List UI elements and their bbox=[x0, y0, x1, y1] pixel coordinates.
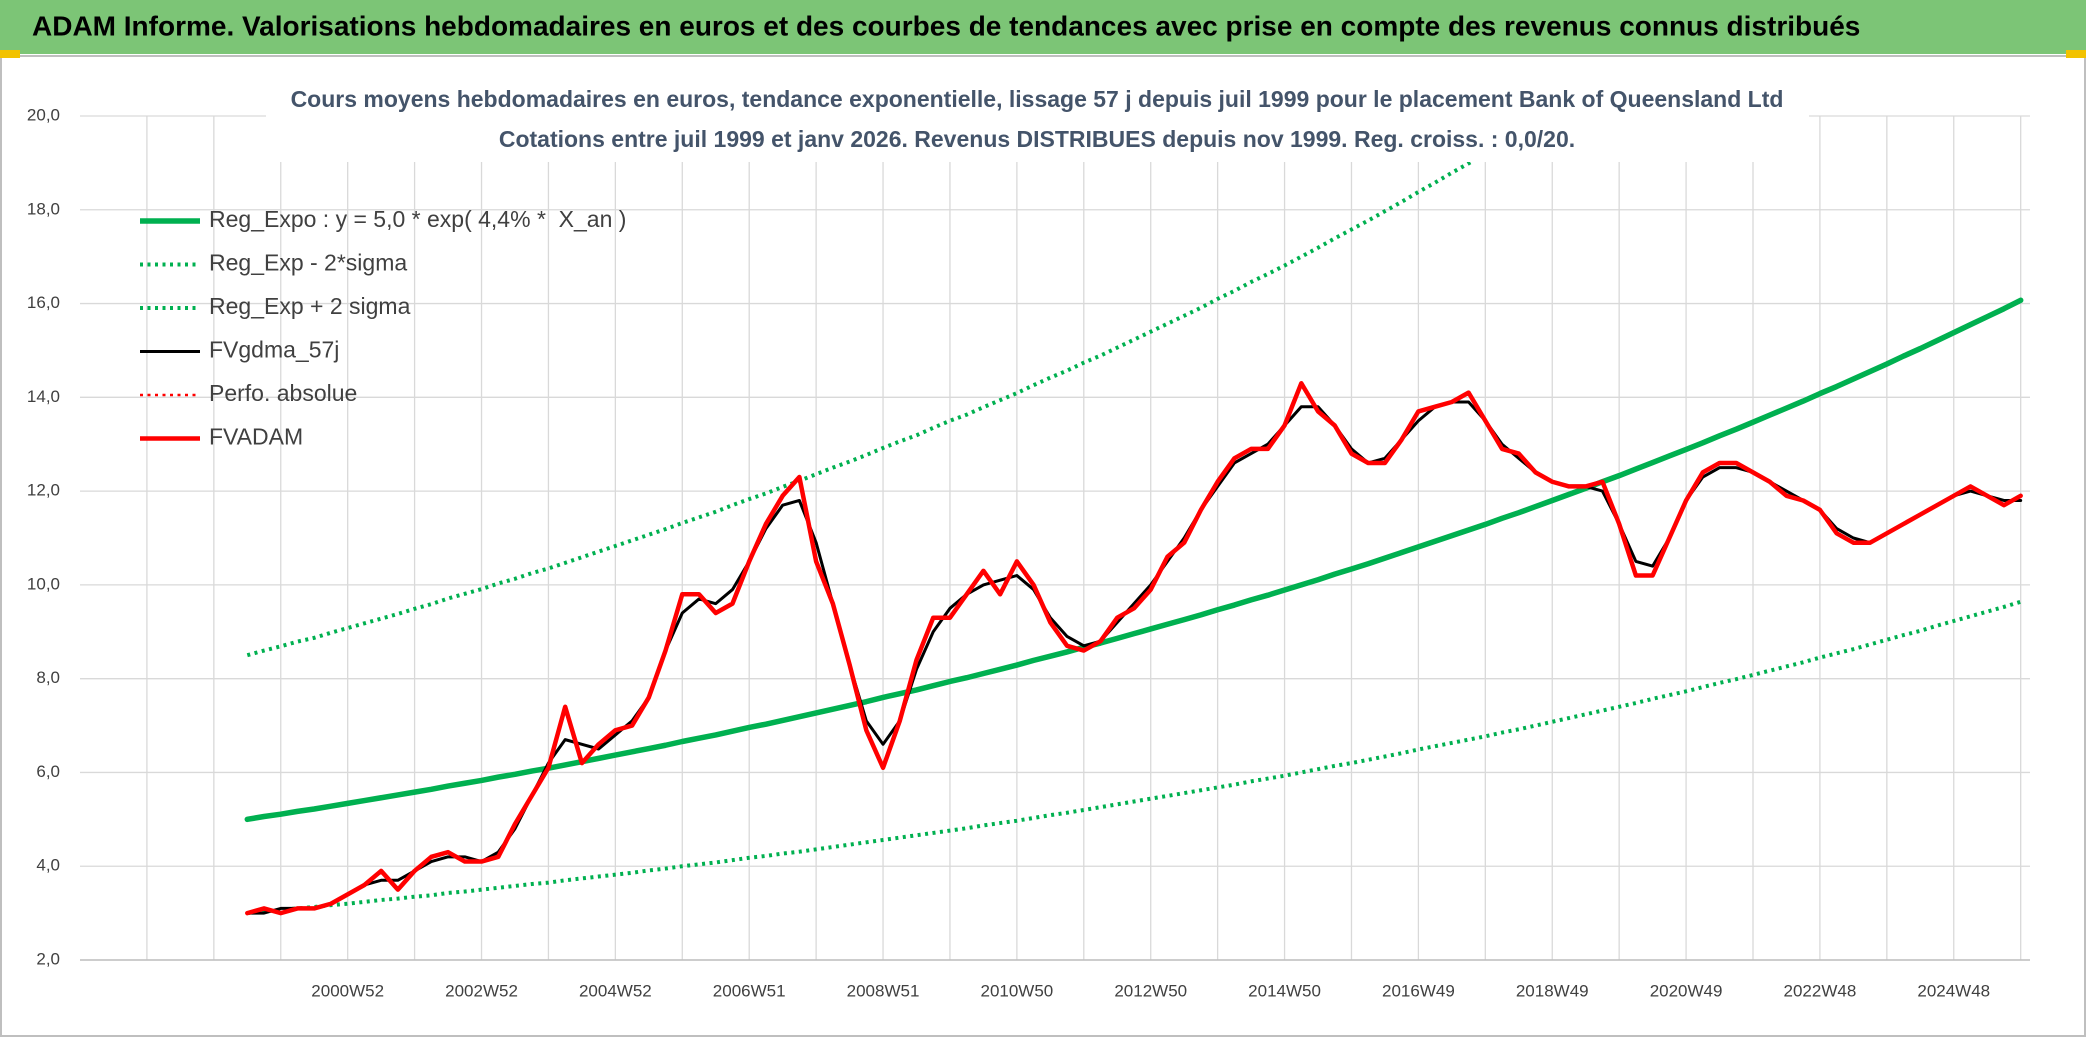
x-tick-label: 2016W49 bbox=[1382, 981, 1455, 1000]
x-tick-label: 2006W51 bbox=[713, 981, 786, 1000]
x-tick-label: 2020W49 bbox=[1650, 981, 1723, 1000]
x-tick-label: 2000W52 bbox=[311, 981, 384, 1000]
chart-subtitle: Cours moyens hebdomadaires en euros, ten… bbox=[291, 86, 1784, 112]
series-line bbox=[247, 599, 2022, 916]
x-tick-label: 2018W49 bbox=[1516, 981, 1589, 1000]
header-band bbox=[0, 0, 2086, 54]
chart-subtitle: Cotations entre juil 1999 et janv 2026. … bbox=[499, 126, 1575, 152]
x-tick-label: 2022W48 bbox=[1784, 981, 1857, 1000]
axes: 2,0 4,0 6,0 8,0 10,0 12,0 14,0 16,0 18,0 20,0 2000… bbox=[27, 105, 2030, 1000]
series-line bbox=[244, 297, 2024, 823]
subtitle-box bbox=[266, 80, 1809, 162]
x-tick-label: 2012W50 bbox=[1114, 981, 1187, 1000]
y-tick-label: 2,0 bbox=[36, 949, 60, 968]
legend-label: Reg_Exp + 2 sigma bbox=[209, 293, 411, 319]
y-tick-label: 16,0 bbox=[27, 293, 60, 312]
y-tick-label: 8,0 bbox=[36, 668, 60, 687]
x-tick-label: 2004W52 bbox=[579, 981, 652, 1000]
y-tick-label: 20,0 bbox=[27, 105, 60, 124]
x-tick-label: 2010W50 bbox=[980, 981, 1053, 1000]
series-line bbox=[246, 114, 1555, 658]
legend: Reg_Expo : y = 5,0 * exp( 4,4% * X_an ) R… bbox=[140, 206, 626, 450]
legend-label: Reg_Exp - 2*sigma bbox=[209, 250, 407, 276]
legend-label: FVADAM bbox=[209, 424, 303, 450]
y-tick-label: 6,0 bbox=[36, 762, 60, 781]
y-tick-label: 14,0 bbox=[27, 387, 60, 406]
x-tick-label: 2024W48 bbox=[1917, 981, 1990, 1000]
x-tick-label: 2014W50 bbox=[1248, 981, 1321, 1000]
grid bbox=[80, 115, 2030, 961]
header-title: ADAM Informe. Valorisations hebdomadaire… bbox=[32, 10, 1860, 41]
legend-label: Perfo. absolue bbox=[209, 380, 357, 406]
corner-mark bbox=[2066, 50, 2086, 58]
y-tick-label: 18,0 bbox=[27, 199, 60, 218]
y-tick-label: 10,0 bbox=[27, 574, 60, 593]
legend-label: Reg_Expo : y = 5,0 * exp( 4,4% * X_an ) bbox=[209, 206, 626, 232]
chart-frame bbox=[0, 55, 2086, 1037]
series-line bbox=[245, 381, 2023, 916]
x-tick-label: 2008W51 bbox=[847, 981, 920, 1000]
corner-mark bbox=[0, 50, 20, 58]
legend-label: FVgdma_57j bbox=[209, 337, 339, 363]
y-tick-label: 4,0 bbox=[36, 856, 60, 875]
series-layer bbox=[244, 114, 2024, 916]
y-tick-label: 12,0 bbox=[27, 481, 60, 500]
x-tick-label: 2002W52 bbox=[445, 981, 518, 1000]
